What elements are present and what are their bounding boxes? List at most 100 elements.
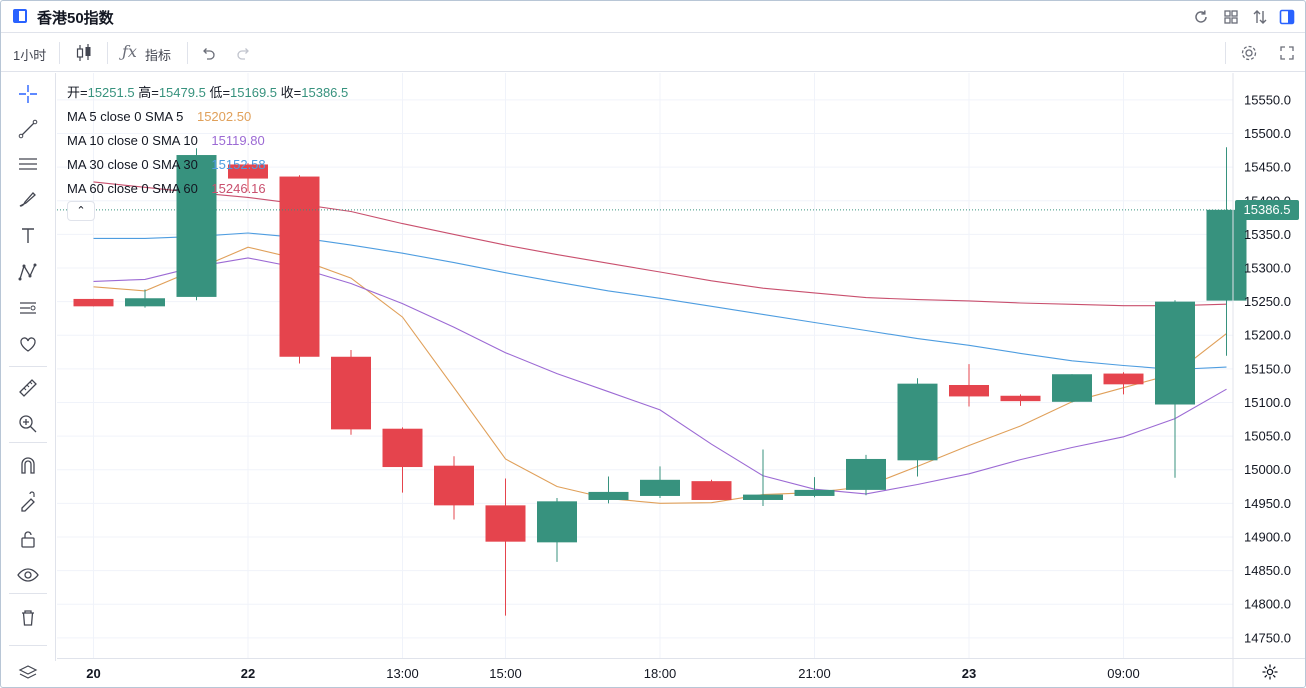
toolbar-divider: [107, 42, 108, 64]
indicators-icon[interactable]: ƒx: [122, 42, 137, 61]
y-tick-label: 14800.0: [1244, 597, 1291, 612]
candle[interactable]: [640, 466, 680, 498]
y-tick-label: 14900.0: [1244, 529, 1291, 544]
chart-legend: 开=15251.5 高=15479.5 低=15169.5 收=15386.5 …: [67, 81, 348, 201]
toolbar-divider: [1225, 42, 1226, 64]
candle[interactable]: [691, 479, 732, 500]
magnet-icon[interactable]: [15, 453, 41, 479]
toolbar-divider: [9, 442, 47, 443]
layers-icon[interactable]: [15, 661, 41, 687]
zoom-in-icon[interactable]: [15, 411, 41, 437]
candle[interactable]: [1155, 300, 1195, 478]
ma30-legend-row[interactable]: MA 30 close 0 SMA 30 15152.58: [67, 153, 348, 177]
legend-collapse-button[interactable]: ⌃: [67, 201, 95, 221]
title-bar: 香港50指数: [1, 1, 1305, 33]
candle[interactable]: [897, 378, 938, 477]
candle[interactable]: [228, 163, 268, 192]
undo-icon[interactable]: [199, 44, 217, 67]
refresh-icon[interactable]: [1191, 7, 1211, 27]
y-tick-label: 15250.0: [1244, 294, 1291, 309]
candle-body: [434, 465, 474, 506]
candle-body: [846, 458, 886, 490]
ma60-legend-row[interactable]: MA 60 close 0 SMA 60 15246.16: [67, 177, 348, 201]
candle[interactable]: [588, 476, 629, 504]
low-value: 15169.5: [230, 85, 278, 100]
candle[interactable]: [743, 449, 783, 507]
candle-body: [537, 501, 577, 543]
ruler-icon[interactable]: [15, 375, 41, 401]
candle-body: [279, 176, 320, 357]
drawing-toolbar: ‹: [1, 73, 56, 687]
fullscreen-icon[interactable]: [1277, 43, 1297, 68]
candle[interactable]: [382, 427, 423, 493]
grid-layout-icon[interactable]: [1221, 7, 1241, 27]
panel-toggle-icon[interactable]: [1277, 7, 1297, 27]
brush-icon[interactable]: [15, 186, 41, 212]
trash-icon[interactable]: [15, 605, 41, 631]
heart-icon[interactable]: [15, 331, 41, 357]
low-label: 低=: [209, 85, 231, 100]
interval-selector[interactable]: 1小时: [13, 48, 47, 63]
candle-body: [640, 479, 680, 496]
candle[interactable]: [1103, 372, 1144, 395]
candle-body: [485, 505, 526, 542]
candle[interactable]: [125, 289, 165, 308]
candle[interactable]: [1206, 147, 1247, 356]
y-tick-label: 15550.0: [1244, 92, 1291, 107]
close-value: 15386.5: [301, 85, 349, 100]
forecast-tool-icon[interactable]: [15, 295, 41, 321]
trend-line-icon[interactable]: [15, 116, 41, 142]
text-tool-icon[interactable]: [15, 223, 41, 249]
redo-icon[interactable]: [235, 44, 253, 67]
candle[interactable]: [279, 175, 320, 364]
ohlc-legend-row: 开=15251.5 高=15479.5 低=15169.5 收=15386.5: [67, 81, 348, 105]
ma10-legend-row[interactable]: MA 10 close 0 SMA 10 15119.80: [67, 129, 348, 153]
unlock-icon[interactable]: [15, 526, 41, 552]
candle[interactable]: [331, 350, 371, 435]
candle-body: [588, 491, 629, 500]
sidebar-toggle-icon[interactable]: [13, 9, 27, 23]
pattern-tool-icon[interactable]: [15, 259, 41, 285]
y-tick-label: 14750.0: [1244, 630, 1291, 645]
sort-arrows-icon[interactable]: [1250, 7, 1270, 27]
candle-body: [1000, 395, 1041, 402]
chart-settings-icon[interactable]: [1261, 663, 1279, 686]
ma-label: MA 10 close 0 SMA 10: [67, 133, 198, 148]
x-tick-label: 09:00: [1107, 666, 1140, 681]
lock-drawing-icon[interactable]: [15, 489, 41, 515]
y-tick-label: 15500.0: [1244, 126, 1291, 141]
eye-icon[interactable]: [15, 562, 41, 588]
y-tick-label: 15200.0: [1244, 328, 1291, 343]
ma5-legend-row[interactable]: MA 5 close 0 SMA 5 15202.50: [67, 105, 348, 129]
price-chart[interactable]: 14750.0 14800.0 14850.0 14900.0 14950.0 15000…: [57, 73, 1306, 688]
gear-icon[interactable]: [1239, 43, 1259, 68]
toolbar-divider: [187, 42, 188, 64]
crosshair-icon[interactable]: [15, 81, 41, 107]
candle[interactable]: [949, 364, 989, 407]
collapse-toolbar-icon[interactable]: ‹: [49, 685, 53, 687]
candle-body: [125, 298, 165, 307]
candle[interactable]: [434, 456, 474, 520]
candle[interactable]: [176, 148, 217, 301]
indicators-button[interactable]: 指标: [145, 48, 172, 63]
candle-body: [73, 298, 114, 307]
ma-value: 15119.80: [211, 133, 265, 148]
candle[interactable]: [73, 298, 114, 307]
y-tick-label: 15050.0: [1244, 429, 1291, 444]
chart-pane[interactable]: 14750.0 14800.0 14850.0 14900.0 14950.0 15000…: [57, 73, 1306, 688]
toolbar-divider: [9, 645, 47, 646]
candle[interactable]: [485, 478, 526, 616]
candle[interactable]: [1000, 394, 1041, 406]
candle[interactable]: [846, 454, 886, 496]
horizontal-lines-icon[interactable]: [15, 151, 41, 177]
candle[interactable]: [1052, 374, 1092, 403]
candle[interactable]: [794, 477, 835, 498]
x-tick-label: 23: [962, 666, 976, 681]
x-tick-label: 22: [241, 666, 255, 681]
candle[interactable]: [537, 497, 577, 562]
candle-body: [1206, 209, 1247, 301]
candlestick-type-icon[interactable]: [73, 42, 95, 69]
x-tick-label: 21:00: [798, 666, 831, 681]
x-tick-label: 20: [86, 666, 100, 681]
